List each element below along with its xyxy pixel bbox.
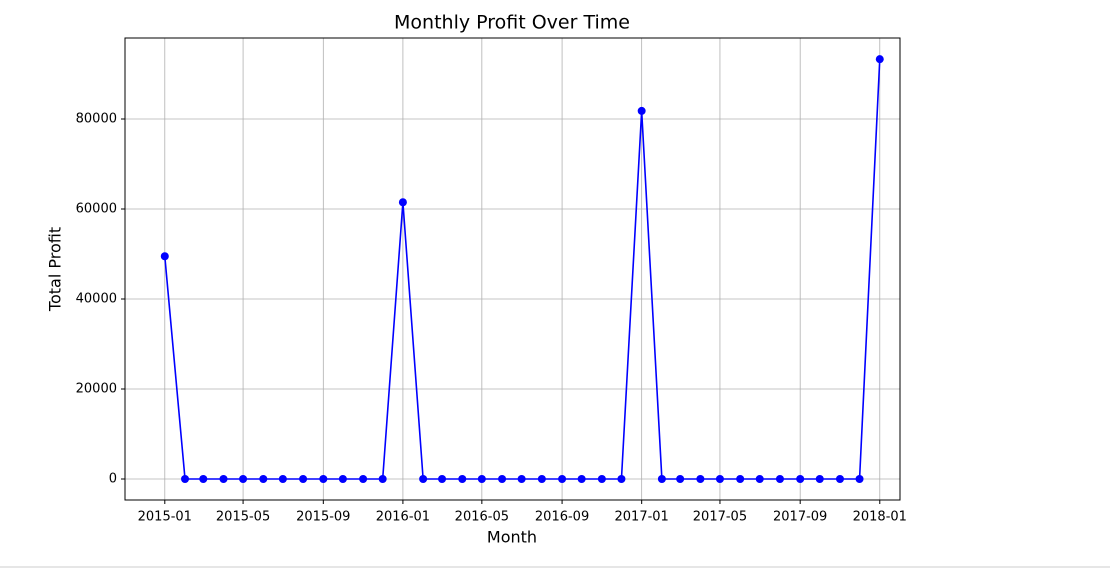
point [657,474,666,483]
y-tick-label: 40000 [76,291,117,306]
y-tick-label: 80000 [76,111,117,126]
point [458,474,467,483]
x-tick-label: 2017-05 [693,510,747,525]
point [278,474,287,483]
point [775,474,784,483]
point [537,474,546,483]
y-tick-label: 60000 [76,201,117,216]
x-tick-label: 2015-09 [296,510,350,525]
point [835,474,844,483]
point [577,474,586,483]
chart-title: Monthly Profit Over Time [394,12,630,34]
x-tick-label: 2017-09 [773,510,827,525]
point [736,474,745,483]
x-tick-label: 2016-01 [376,510,430,525]
line [163,59,881,480]
point [477,474,486,483]
point [617,474,626,483]
point [259,474,268,483]
x-tick-label: 2018-01 [853,510,907,525]
x-tick-label: 2017-01 [615,510,669,525]
point [398,198,407,207]
plot-frame [124,37,901,501]
point [796,474,805,483]
x-tick-label: 2015-01 [138,510,192,525]
point [160,252,169,261]
point [299,474,308,483]
point [715,474,724,483]
point [419,474,428,483]
point [755,474,764,483]
point [239,474,248,483]
x-axis-label: Month [487,528,537,547]
y-tick-label: 0 [109,471,117,486]
x-tick-label: 2016-09 [535,510,589,525]
point [696,474,705,483]
point [181,474,190,483]
point [359,474,368,483]
point [438,474,447,483]
point [378,474,387,483]
y-axis-label: Total Profit [46,227,65,312]
point [498,474,507,483]
point [199,474,208,483]
point [517,474,526,483]
point [558,474,567,483]
point [219,474,228,483]
point [637,106,646,115]
point [597,474,606,483]
x-tick-label: 2016-05 [455,510,509,525]
point [875,55,884,64]
point [319,474,328,483]
point [676,474,685,483]
y-tick-label: 20000 [76,381,117,396]
point [338,474,347,483]
point [815,474,824,483]
point [855,474,864,483]
x-tick-label: 2015-05 [216,510,270,525]
